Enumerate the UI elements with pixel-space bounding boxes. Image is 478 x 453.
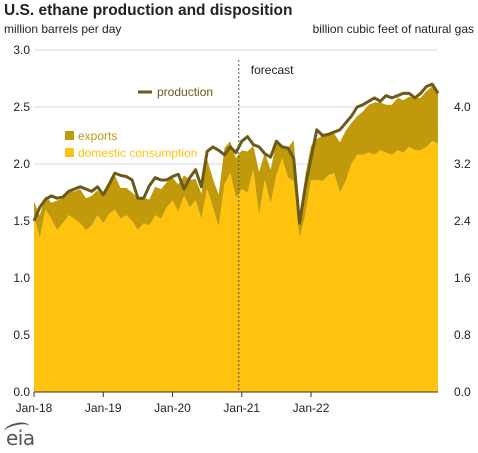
right-y-tick-label: 1.6 [454, 271, 471, 285]
production-line [32, 82, 440, 225]
x-tick-label: Jan-21 [223, 401, 260, 415]
left-axis-unit-label: million barrels per day [4, 22, 122, 36]
legend-label: production [157, 85, 213, 99]
eia-logo: eia [3, 420, 35, 450]
right-axis-unit-label: billion cubic feet of natural gas [312, 22, 474, 36]
right-y-tick-label: 0.0 [454, 385, 471, 399]
y-tick-label: 0.5 [13, 328, 30, 342]
x-tick-label: Jan-20 [154, 401, 191, 415]
domestic-consumption-area [34, 141, 438, 392]
right-y-tick-label: 3.2 [454, 157, 471, 171]
y-tick-label: 2.5 [13, 100, 30, 114]
legend-label: exports [78, 129, 117, 143]
legend-swatch-domestic-consumption [65, 148, 74, 157]
legend-swatch-exports [65, 131, 74, 140]
y-tick-label: 0.0 [13, 385, 30, 399]
right-y-tick-label: 0.8 [454, 328, 471, 342]
x-tick-label: Jan-22 [293, 401, 330, 415]
right-y-tick-label: 2.4 [454, 214, 471, 228]
chart-title: U.S. ethane production and disposition [4, 2, 293, 19]
x-tick-label: Jan-19 [85, 401, 122, 415]
y-tick-label: 1.5 [13, 214, 30, 228]
exports-area [34, 86, 438, 239]
y-tick-label: 1.0 [13, 271, 30, 285]
y-tick-label: 2.0 [13, 157, 30, 171]
forecast-annotation: forecast [251, 63, 294, 77]
y-tick-label: 3.0 [13, 43, 30, 57]
legend-label: domestic consumption [78, 146, 197, 160]
right-y-tick-label: 4.0 [454, 100, 471, 114]
x-tick-label: Jan-18 [16, 401, 53, 415]
